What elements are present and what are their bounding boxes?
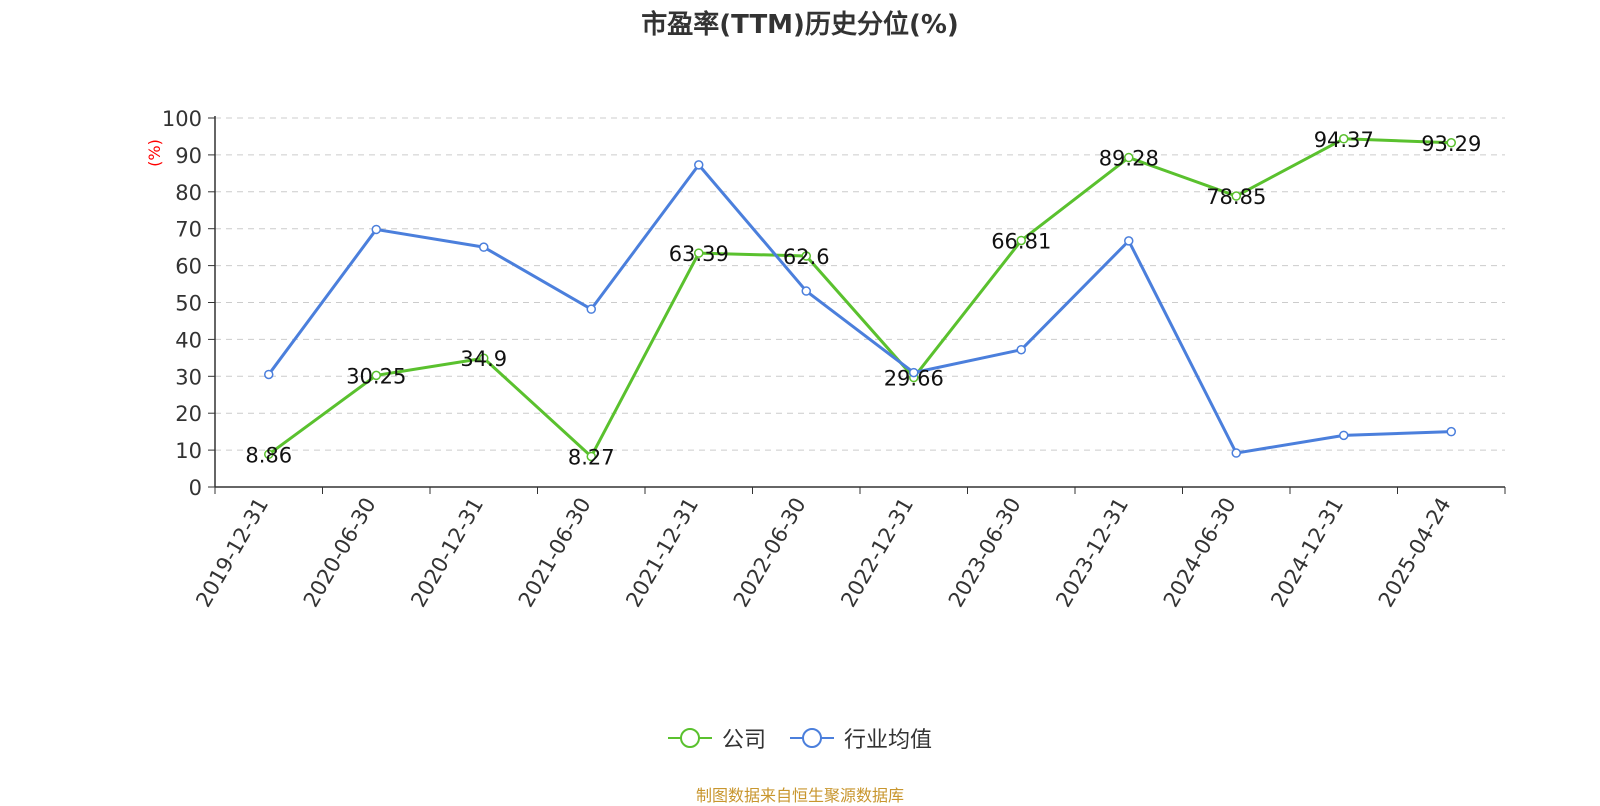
source-note: 制图数据来自恒生聚源数据库 bbox=[695, 786, 904, 805]
legend-item-industry[interactable]: 行业均值 bbox=[790, 722, 932, 754]
data-point-0 bbox=[1231, 191, 1241, 201]
grid-layer bbox=[215, 117, 1505, 451]
x-tick-label: 2021-06-30 bbox=[514, 494, 596, 612]
legend-industry-marker-icon bbox=[790, 728, 834, 748]
x-tick-label: 2023-06-30 bbox=[944, 494, 1026, 612]
data-point-0 bbox=[801, 251, 811, 261]
x-tick-label: 2022-12-31 bbox=[836, 494, 918, 612]
series-line-0 bbox=[267, 137, 1452, 458]
legend-label-industry: 行业均值 bbox=[844, 728, 933, 753]
y-axis-label: (%) bbox=[145, 139, 164, 167]
x-tick-label: 2024-12-31 bbox=[1266, 494, 1348, 612]
chart-title: 市盈率(TTM)历史分位(%) bbox=[641, 10, 959, 40]
data-point-1 bbox=[694, 160, 704, 170]
data-label: 66.81 bbox=[991, 229, 1051, 253]
y-tick-label: 70 bbox=[175, 218, 202, 242]
series-layer bbox=[264, 134, 1456, 462]
legend-label-company: 公司 bbox=[721, 728, 766, 753]
data-point-1 bbox=[1016, 344, 1026, 355]
y-tick-label: 90 bbox=[175, 144, 202, 168]
x-tick-label: 2021-12-31 bbox=[621, 494, 703, 612]
data-label: 8.86 bbox=[245, 443, 292, 467]
data-label: 30.25 bbox=[346, 364, 406, 388]
y-tick-label: 50 bbox=[175, 292, 202, 316]
data-point-1 bbox=[264, 369, 274, 380]
y-tick-label: 30 bbox=[175, 365, 202, 389]
data-point-0 bbox=[1446, 138, 1456, 148]
data-point-0 bbox=[1339, 134, 1349, 144]
x-tick-label: 2025-04-24 bbox=[1374, 494, 1456, 612]
data-label: 8.27 bbox=[568, 445, 615, 469]
data-point-0 bbox=[479, 353, 489, 363]
data-point-0 bbox=[694, 248, 704, 258]
x-tick-label: 2022-06-30 bbox=[729, 494, 811, 612]
x-tick-label: 2020-06-30 bbox=[299, 494, 381, 612]
data-label: 78.85 bbox=[1206, 185, 1266, 209]
data-point-1 bbox=[371, 224, 381, 235]
x-tick-label: 2023-12-31 bbox=[1051, 494, 1133, 612]
data-label: 34.9 bbox=[460, 347, 507, 371]
data-point-1 bbox=[1446, 426, 1456, 437]
data-point-1 bbox=[479, 242, 489, 252]
data-point-0 bbox=[371, 370, 381, 381]
y-tick-label: 20 bbox=[175, 402, 202, 426]
y-tick-label: 40 bbox=[175, 328, 202, 352]
y-tick-label: 10 bbox=[175, 439, 202, 463]
series-line-1 bbox=[267, 163, 1452, 455]
data-point-1 bbox=[1124, 236, 1134, 246]
x-tick-label: 2019-12-31 bbox=[191, 494, 273, 612]
data-point-1 bbox=[586, 304, 596, 314]
data-point-0 bbox=[264, 449, 274, 460]
data-label: 63.39 bbox=[669, 242, 729, 266]
label-layer: 8.86 30.25 34.9 8.27 63.39 62.6 29.66 66.81 89.2… bbox=[245, 128, 1481, 470]
legend-company-marker-icon bbox=[667, 728, 712, 748]
data-label: 62.6 bbox=[783, 245, 830, 269]
data-label: 89.28 bbox=[1099, 147, 1159, 171]
y-tick-label: 0 bbox=[189, 476, 202, 500]
data-point-1 bbox=[909, 367, 919, 378]
data-point-0 bbox=[586, 451, 596, 462]
data-point-0 bbox=[1124, 152, 1134, 163]
y-tick-label: 80 bbox=[175, 181, 202, 205]
data-point-0 bbox=[1016, 235, 1026, 246]
data-label: 94.37 bbox=[1314, 128, 1374, 152]
legend-item-company[interactable]: 公司 bbox=[667, 722, 766, 754]
data-point-1 bbox=[1339, 430, 1349, 441]
y-tick-label: 60 bbox=[175, 255, 202, 279]
data-label: 29.66 bbox=[884, 367, 944, 391]
legend: 公司 行业均值 bbox=[0, 722, 1600, 754]
axis-layer: 0 10 20 30 40 50 60 70 80 90 100 (%) 2019-12-31 2020-… bbox=[145, 107, 1506, 612]
data-point-1 bbox=[1231, 448, 1241, 458]
data-label: 93.29 bbox=[1421, 132, 1481, 156]
x-tick-label: 2024-06-30 bbox=[1159, 494, 1241, 612]
data-point-1 bbox=[801, 286, 811, 296]
x-tick-label: 2020-12-31 bbox=[406, 494, 488, 612]
y-tick-label: 100 bbox=[162, 107, 202, 131]
